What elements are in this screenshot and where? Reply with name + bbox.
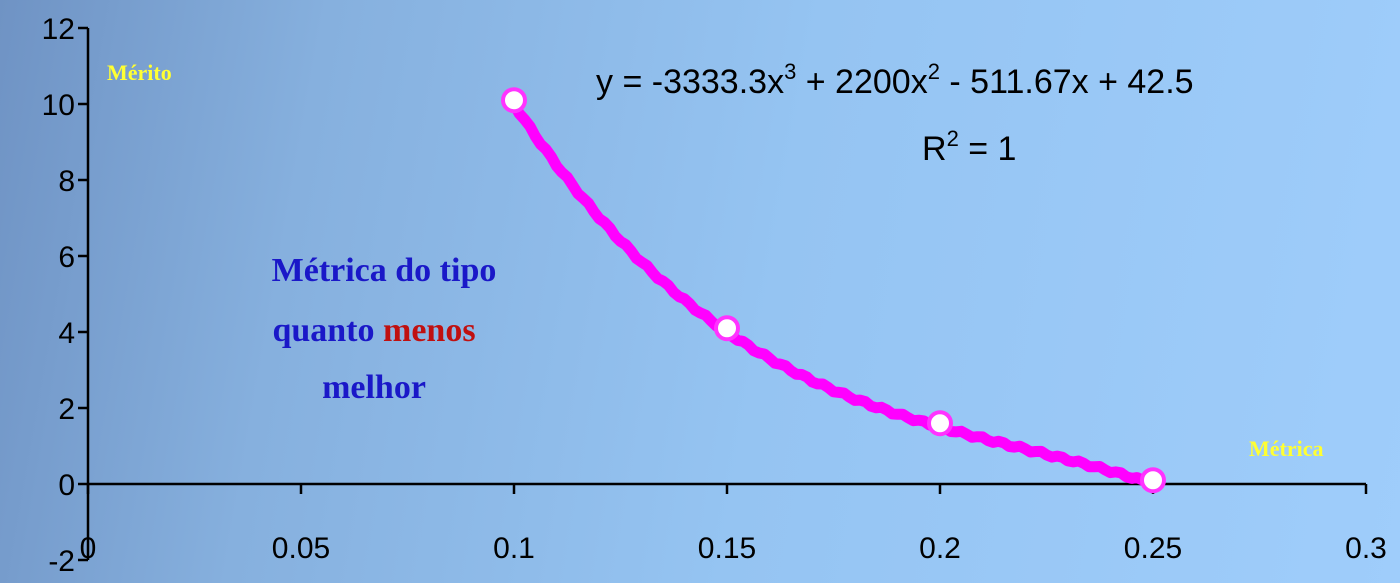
data-point — [501, 87, 527, 114]
y-tick-label: 12 — [42, 13, 75, 46]
trendline-equation: y = -3333.3x3 + 2200x2 - 511.67x + 42.5 — [596, 59, 1194, 101]
y-tick-label: 8 — [58, 165, 75, 198]
annotation-line-3: melhor — [322, 369, 426, 406]
x-tick-label: 0 — [80, 532, 97, 565]
x-tick-label: 0.25 — [1124, 532, 1182, 565]
x-tick-labels: 0 0.05 0.1 0.15 0.2 0.25 0.3 — [80, 532, 1387, 565]
annotation-line-2: quanto menos — [272, 312, 475, 349]
data-point — [927, 410, 953, 437]
y-axis-title: Mérito — [107, 60, 172, 85]
trendline-curve — [508, 98, 1159, 490]
y-tick-label: -2 — [48, 545, 75, 578]
y-tick-label: 4 — [58, 317, 75, 350]
r-squared-label: R2 = 1 — [922, 126, 1016, 168]
x-tick-label: 0.3 — [1345, 532, 1387, 565]
data-point — [1140, 467, 1166, 494]
trendline — [508, 98, 1159, 490]
annotation-line-1: Métrica do tipo — [272, 252, 497, 289]
y-tick-label: 0 — [58, 469, 75, 502]
axes — [78, 26, 1368, 562]
y-tick-label: 10 — [42, 89, 75, 122]
x-tick-label: 0.05 — [272, 532, 330, 565]
x-tick-label: 0.15 — [698, 532, 756, 565]
x-tick-label: 0.2 — [919, 532, 961, 565]
x-axis-title: Métrica — [1249, 436, 1324, 461]
data-point — [714, 315, 740, 342]
y-tick-label: 2 — [58, 393, 75, 426]
y-tick-labels: -2 0 2 4 6 8 10 12 — [42, 13, 75, 578]
data-points — [501, 87, 1166, 494]
x-tick-label: 0.1 — [493, 532, 535, 565]
y-tick-label: 6 — [58, 241, 75, 274]
